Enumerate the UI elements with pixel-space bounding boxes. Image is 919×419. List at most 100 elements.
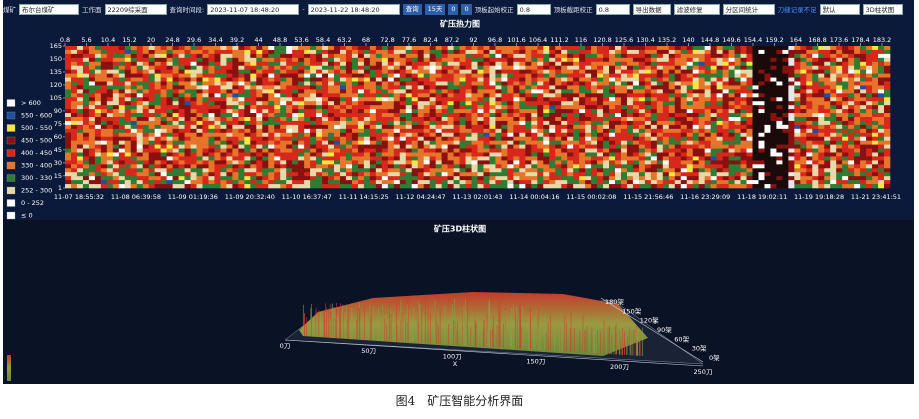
- heat-cell: [202, 180, 209, 185]
- heat-cell: [345, 164, 353, 169]
- heat-cell: [369, 73, 377, 78]
- heat-cell: [668, 97, 676, 102]
- heat-cell: [274, 109, 281, 114]
- heat-cell: [776, 152, 783, 157]
- heat-cell: [298, 172, 305, 177]
- heat-cell: [806, 93, 813, 98]
- heat-cell: [298, 77, 305, 82]
- heat-cell: [794, 77, 801, 82]
- heat-cell: [686, 109, 694, 114]
- heat-cell: [519, 57, 526, 63]
- select[interactable]: 布尔台煤矿: [19, 3, 79, 15]
- heat-cell: [351, 172, 359, 177]
- heat-cell: [531, 172, 538, 177]
- heat-cell: [585, 156, 592, 161]
- heat-cell: [752, 101, 759, 106]
- input[interactable]: 2023-11-07 18:48:20: [207, 3, 300, 15]
- button[interactable]: 0: [461, 3, 472, 15]
- heat-cell: [483, 101, 490, 106]
- heat-cell: [369, 77, 377, 82]
- heat-cell: [304, 85, 311, 90]
- heat-cell: [106, 93, 114, 98]
- heat-cell: [160, 180, 167, 185]
- heat-cell: [848, 184, 855, 189]
- heat-cell: [776, 69, 783, 74]
- button[interactable]: 查询: [402, 3, 422, 15]
- heat-cell: [603, 53, 610, 59]
- heat-cell: [704, 57, 711, 63]
- heat-cell: [94, 57, 102, 63]
- select[interactable]: 导出数据: [632, 3, 671, 15]
- heat-cell: [555, 140, 562, 145]
- heat-cell: [286, 176, 293, 181]
- select[interactable]: 22209综采面: [104, 3, 167, 15]
- heat-cell: [734, 120, 741, 126]
- input[interactable]: 2023-11-22 18:48:20: [307, 3, 400, 15]
- heat-cell: [710, 77, 717, 82]
- heat-cell: [806, 85, 813, 90]
- heat-cell: [154, 144, 161, 149]
- heat-cell: [441, 140, 448, 145]
- heat-cell: [148, 69, 155, 74]
- select[interactable]: 滤波修复: [673, 3, 720, 15]
- heat-cell: [250, 77, 257, 82]
- heat-cell: [429, 120, 436, 126]
- input[interactable]: 0.8: [516, 3, 551, 15]
- heat-cell: [662, 101, 670, 106]
- heat-cell: [357, 113, 365, 118]
- heat-cell: [489, 140, 496, 145]
- heat-cell: [405, 101, 413, 106]
- heat-cell: [758, 109, 765, 114]
- heat-cell: [160, 105, 167, 110]
- heat-cell: [746, 53, 753, 59]
- heat-cell: [615, 77, 622, 82]
- heat-cell: [387, 57, 395, 63]
- heat-cell: [148, 164, 155, 169]
- heat-cell: [124, 124, 132, 130]
- heat-cell: [435, 73, 442, 78]
- select[interactable]: 分区间统计: [722, 3, 775, 15]
- heat-cell: [286, 81, 293, 86]
- heat-cell: [322, 109, 329, 114]
- heat-cell: [579, 109, 586, 114]
- heat-cell: [435, 136, 442, 141]
- heat-cell: [722, 85, 729, 90]
- heat-cell: [477, 113, 484, 118]
- heat-cell: [716, 69, 723, 74]
- heat-cell: [513, 77, 520, 82]
- heat-cell: [842, 105, 849, 110]
- heat-cell: [555, 65, 562, 70]
- heat-cell: [304, 176, 311, 181]
- button[interactable]: 0: [448, 3, 459, 15]
- heat-cell: [537, 113, 544, 118]
- heat-cell: [381, 120, 389, 126]
- heat-cell: [495, 77, 502, 82]
- heat-cell: [411, 164, 419, 169]
- heat-cell: [250, 128, 257, 134]
- heat-cell: [316, 101, 323, 106]
- heat-cell: [704, 156, 711, 161]
- heat-cell: [423, 57, 430, 63]
- heat-cell: [429, 124, 436, 130]
- heat-cell: [770, 140, 777, 145]
- heat-cell: [501, 85, 508, 90]
- heat-cell: [447, 81, 454, 86]
- select[interactable]: 默认: [819, 3, 860, 15]
- heat-cell: [770, 120, 777, 126]
- heat-cell: [680, 168, 688, 173]
- heat-cell: [770, 97, 777, 102]
- heat-cell: [208, 140, 215, 145]
- heat-cell: [806, 136, 813, 141]
- heat-cell: [716, 132, 723, 138]
- heat-cell: [262, 152, 269, 157]
- button[interactable]: 15天: [424, 3, 446, 15]
- input[interactable]: 0.8: [595, 3, 630, 15]
- heat-cell: [734, 113, 741, 118]
- heat-cell: [710, 160, 717, 165]
- heat-cell: [124, 160, 132, 165]
- warning[interactable]: 刀缝记录不足: [777, 6, 817, 14]
- select[interactable]: 3D柱状图: [862, 3, 903, 15]
- heat-cell: [525, 136, 532, 141]
- heat-cell: [674, 128, 682, 134]
